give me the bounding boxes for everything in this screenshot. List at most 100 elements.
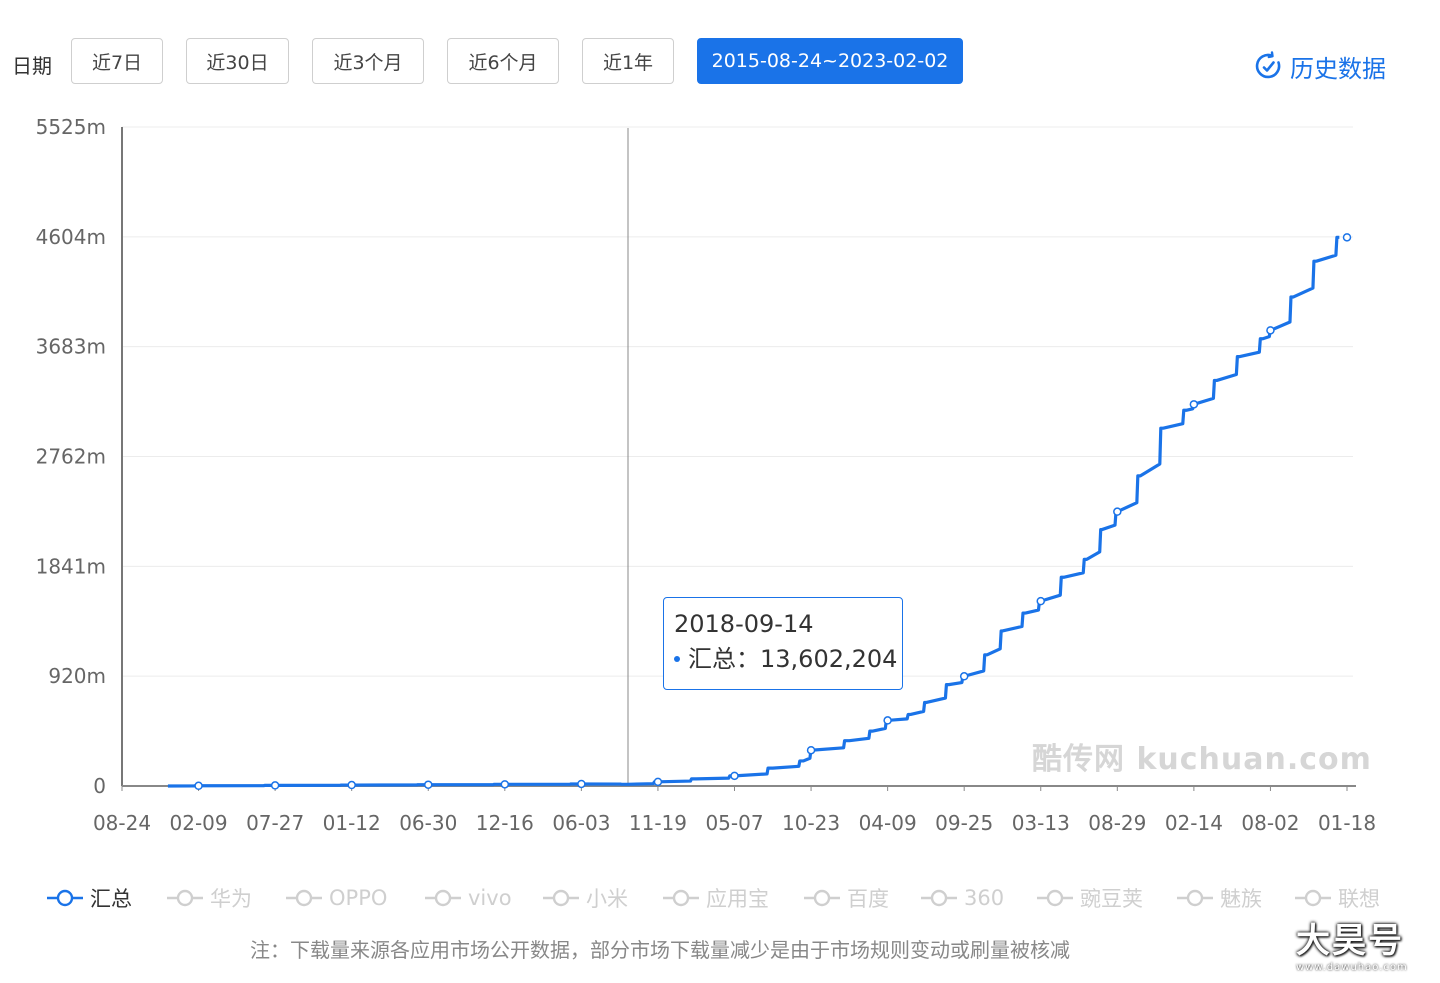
data-point-marker <box>806 745 816 755</box>
legend-line-icon <box>1295 889 1331 907</box>
legend-item[interactable]: OPPO <box>285 878 387 918</box>
tooltip-value: 13,602,204 <box>760 645 898 673</box>
data-point-marker <box>500 780 510 789</box>
legend-label: OPPO <box>329 886 388 910</box>
data-point-marker <box>730 771 739 781</box>
legend-label: 应用宝 <box>706 887 769 911</box>
legend-line-icon <box>286 889 322 907</box>
y-tick-label: 4604m <box>36 225 106 249</box>
legend-label: 魅族 <box>1220 887 1262 911</box>
brand-watermark: 大昊号 www.dawuhao.com <box>1296 913 1426 973</box>
x-tick-label: 08-24 <box>93 811 151 835</box>
x-tick-label: 07-27 <box>246 811 304 835</box>
legend-line-icon <box>921 889 957 907</box>
range-30d-button[interactable]: 近30日 <box>186 38 289 84</box>
date-label: 日期 <box>12 54 52 78</box>
legend-item[interactable]: 应用宝 <box>662 878 769 918</box>
x-tick-label: 04-09 <box>859 811 917 835</box>
legend-line-icon <box>167 889 203 907</box>
y-tick-label: 0 <box>93 774 106 798</box>
data-point-marker <box>1113 507 1122 516</box>
data-point-marker <box>883 716 892 725</box>
data-point-marker <box>959 672 969 681</box>
range-7d-button[interactable]: 近7日 <box>71 38 163 84</box>
tooltip-series-name: 汇总 <box>688 645 736 673</box>
legend-label: 百度 <box>847 887 889 911</box>
legend-item[interactable]: 豌豆荚 <box>1036 878 1143 918</box>
x-tick-label: 06-30 <box>399 811 457 835</box>
chart-grid <box>122 126 1353 677</box>
legend-label: 360 <box>964 886 1005 910</box>
x-axis: 08-24 02-09 07-27 01-12 06-30 12-16 06-03 11-19… <box>93 785 1376 835</box>
x-tick-label: 01-12 <box>323 811 381 835</box>
legend-line-icon <box>804 889 840 907</box>
data-point-marker <box>1189 400 1199 409</box>
legend-line-icon <box>1037 889 1073 907</box>
x-tick-label: 02-14 <box>1165 811 1223 835</box>
series-total-path <box>167 235 1340 788</box>
kuchuan-watermark: 酷传网 kuchuan.com <box>1032 742 1372 777</box>
chart-tooltip: 2018-09-14 汇总： 13,602,204 <box>663 597 903 690</box>
x-tick-label: 11-19 <box>629 811 687 835</box>
range-3m-button[interactable]: 近3个月 <box>312 38 424 84</box>
legend-line-icon <box>425 889 461 907</box>
chart-legend: 汇总 华为 OPPO vivo 小米 应用宝 百度 360 豌豆荚 魅族 联想 <box>0 878 1440 918</box>
legend-label: 小米 <box>586 887 628 911</box>
y-axis: 0 920m 1841m 2762m 3683m 4604m 5525m <box>36 115 123 798</box>
data-point-marker <box>194 781 203 791</box>
data-point-marker <box>1342 233 1352 242</box>
x-tick-label: 01-18 <box>1318 811 1376 835</box>
legend-label: 汇总 <box>90 887 132 911</box>
y-tick-label: 3683m <box>36 335 106 359</box>
data-point-marker <box>270 781 280 790</box>
brand-logo-text: 大昊号 <box>1296 921 1404 961</box>
x-tick-label: 12-16 <box>476 811 534 835</box>
legend-line-icon <box>47 889 83 907</box>
legend-item[interactable]: 联想 <box>1294 878 1380 918</box>
tooltip-series-dot <box>674 656 680 662</box>
custom-range-button[interactable]: 2015-08-24~2023-02-02 <box>697 38 963 84</box>
x-tick-label: 06-03 <box>552 811 610 835</box>
legend-item[interactable]: 华为 <box>166 878 252 918</box>
legend-label: 华为 <box>210 887 252 911</box>
y-tick-label: 2762m <box>36 445 106 469</box>
y-tick-label: 5525m <box>36 115 106 139</box>
x-tick-label: 08-29 <box>1088 811 1146 835</box>
legend-line-icon <box>663 889 699 907</box>
y-tick-label: 920m <box>48 664 106 688</box>
x-tick-label: 08-02 <box>1241 811 1299 835</box>
series-total-line[interactable] <box>167 233 1352 791</box>
range-6m-button[interactable]: 近6个月 <box>447 38 559 84</box>
data-point-marker <box>577 779 586 789</box>
legend-label: 豌豆荚 <box>1080 887 1143 911</box>
data-point-marker <box>347 780 356 790</box>
history-data-link[interactable]: 历史数据 <box>1252 48 1386 84</box>
legend-line-icon <box>543 889 579 907</box>
tooltip-date: 2018-09-14 <box>674 610 814 638</box>
legend-label: 联想 <box>1338 887 1380 911</box>
x-tick-label: 05-07 <box>705 811 763 835</box>
legend-item[interactable]: 魅族 <box>1176 878 1262 918</box>
brand-url: www.dawuhao.com <box>1296 962 1408 973</box>
legend-line-icon <box>1177 889 1213 907</box>
x-tick-label: 10-23 <box>782 811 840 835</box>
tooltip-colon: ： <box>736 645 760 673</box>
x-tick-label: 09-25 <box>935 811 993 835</box>
data-point-marker <box>424 780 433 789</box>
data-source-note: 注：下载量来源各应用市场公开数据，部分市场下载量减少是由于市场规则变动或刷量被核… <box>250 938 1070 962</box>
legend-item[interactable]: 小米 <box>542 878 628 918</box>
legend-item[interactable]: 汇总 <box>46 878 132 918</box>
history-clock-icon <box>1255 51 1281 79</box>
data-point-marker <box>1036 596 1045 606</box>
x-tick-label: 03-13 <box>1012 811 1070 835</box>
legend-item[interactable]: 360 <box>920 878 1004 918</box>
legend-item[interactable]: vivo <box>424 878 512 918</box>
data-point-marker <box>653 777 663 787</box>
legend-item[interactable]: 百度 <box>803 878 889 918</box>
date-range-toolbar: 日期 近7日 近30日 近3个月 近6个月 近1年 2015-08-24~202… <box>0 0 1440 100</box>
downloads-line-chart: 0 920m 1841m 2762m 3683m 4604m 5525m 08-24 02-0… <box>36 115 1376 835</box>
y-tick-label: 1841m <box>36 554 106 578</box>
tooltip-row: 汇总： 13,602,204 <box>674 640 902 678</box>
range-1y-button[interactable]: 近1年 <box>582 38 674 84</box>
history-data-label: 历史数据 <box>1290 54 1386 83</box>
